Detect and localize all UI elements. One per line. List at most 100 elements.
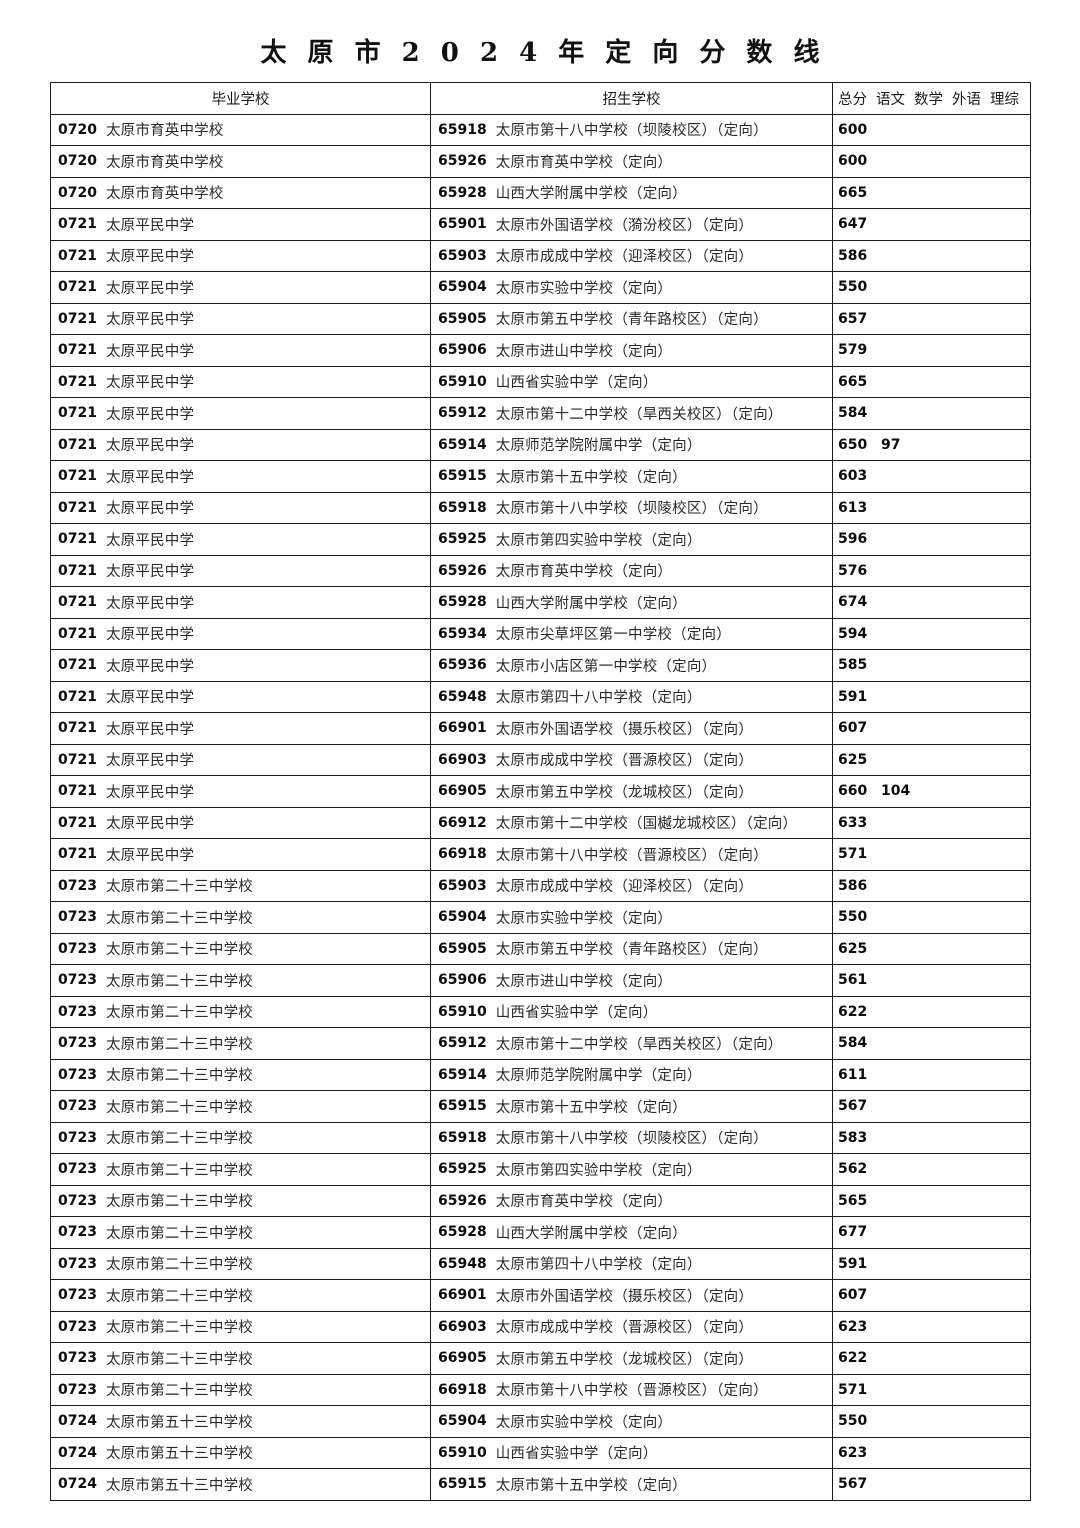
column-header-admitting-school: 招生学校 xyxy=(430,82,833,115)
admitting-school-code: 65903 xyxy=(438,247,487,264)
graduating-school-code: 0723 xyxy=(58,972,97,989)
score-values: 567 xyxy=(833,1091,1030,1122)
cell-scores: 625 xyxy=(832,932,1031,965)
cell-admitting-school: 65901 太原市外国语学校（漪汾校区）（定向） xyxy=(430,208,833,241)
score-value-0: 567 xyxy=(838,1098,868,1115)
admitting-school-content: 66903 太原市成成中学校（晋源校区）（定向） xyxy=(431,1312,832,1343)
cell-admitting-school: 65934 太原市尖草坪区第一中学校（定向） xyxy=(430,617,833,650)
score-values: 562 xyxy=(833,1154,1030,1185)
admitting-school-content: 65910 山西省实验中学（定向） xyxy=(431,997,832,1028)
cell-scores: 550 xyxy=(832,901,1031,934)
cell-admitting-school: 65903 太原市成成中学校（迎泽校区）（定向） xyxy=(430,239,833,272)
graduating-school-name: 太原市第五十三中学校 xyxy=(105,1446,253,1463)
cell-graduating-school: 0723 太原市第二十三中学校 xyxy=(50,1310,431,1343)
admitting-school-content: 65906 太原市进山中学校（定向） xyxy=(431,335,832,366)
admitting-school-code: 65910 xyxy=(438,1003,487,1020)
admitting-school-name: 太原市成成中学校（晋源校区）（定向） xyxy=(495,1320,754,1337)
score-values: 567 xyxy=(833,1469,1030,1500)
score-values: 660 104 xyxy=(833,776,1030,807)
score-value-0: 594 xyxy=(838,625,868,642)
cell-graduating-school: 0721 太原平民中学 xyxy=(50,239,431,272)
score-value-0: 611 xyxy=(838,1066,868,1083)
cell-scores: 623 xyxy=(832,1436,1031,1469)
cell-admitting-school: 65928 山西大学附属中学校（定向） xyxy=(430,176,833,209)
table-row: 0721 太原平民中学 65948 太原市第四十八中学校（定向） 591 xyxy=(50,680,1031,713)
admitting-school-name: 太原市第十八中学校（坝陵校区）（定向） xyxy=(495,123,768,140)
cell-admitting-school: 65928 山西大学附属中学校（定向） xyxy=(430,1216,833,1249)
score-value-0: 650 xyxy=(838,436,868,453)
cell-graduating-school: 0721 太原平民中学 xyxy=(50,208,431,241)
graduating-school-code: 0723 xyxy=(58,1224,97,1241)
score-values: 579 xyxy=(833,335,1030,366)
score-values: 647 xyxy=(833,209,1030,240)
admitting-school-code: 65915 xyxy=(438,1476,487,1493)
graduating-school-name: 太原平民中学 xyxy=(105,532,195,549)
graduating-school-code: 0721 xyxy=(58,373,97,390)
graduating-school-code: 0721 xyxy=(58,468,97,485)
cell-admitting-school: 65926 太原市育英中学校（定向） xyxy=(430,145,833,178)
table-row: 0721 太原平民中学 65918 太原市第十八中学校（坝陵校区）（定向） 613 xyxy=(50,491,1031,524)
table-row: 0723 太原市第二十三中学校 65903 太原市成成中学校（迎泽校区）（定向） 586 xyxy=(50,869,1031,902)
cell-admitting-school: 65904 太原市实验中学校（定向） xyxy=(430,901,833,934)
admitting-school-name: 太原市进山中学校（定向） xyxy=(495,973,673,990)
graduating-school-name: 太原市第二十三中学校 xyxy=(105,1005,253,1022)
score-values: 633 xyxy=(833,808,1030,839)
cell-scores: 591 xyxy=(832,680,1031,713)
cell-scores: 607 xyxy=(832,1279,1031,1312)
score-value-0: 562 xyxy=(838,1161,868,1178)
graduating-school-code: 0721 xyxy=(58,846,97,863)
score-values: 584 xyxy=(833,1028,1030,1059)
graduating-school-content: 0724 太原市第五十三中学校 xyxy=(51,1438,430,1469)
cell-graduating-school: 0721 太原平民中学 xyxy=(50,743,431,776)
graduating-school-code: 0723 xyxy=(58,1350,97,1367)
score-subject-label-2: 数学 xyxy=(914,91,943,108)
admitting-school-content: 65910 山西省实验中学（定向） xyxy=(431,367,832,398)
score-values: 613 xyxy=(833,493,1030,524)
header-row: 毕业学校 招生学校 总分 语文 数学 外语 理综 xyxy=(50,82,1031,115)
admitting-school-code: 65901 xyxy=(438,216,487,233)
graduating-school-content: 0721 太原平民中学 xyxy=(51,776,430,807)
admitting-school-code: 66901 xyxy=(438,1287,487,1304)
score-values: 584 xyxy=(833,398,1030,429)
score-values: 623 xyxy=(833,1312,1030,1343)
graduating-school-name: 太原平民中学 xyxy=(105,690,195,707)
admitting-school-code: 65918 xyxy=(438,1129,487,1146)
table-row: 0723 太原市第二十三中学校 66918 太原市第十八中学校（晋源校区）（定向） 57… xyxy=(50,1373,1031,1406)
graduating-school-content: 0721 太原平民中学 xyxy=(51,398,430,429)
score-value-0: 674 xyxy=(838,594,868,611)
score-value-0: 613 xyxy=(838,499,868,516)
admitting-school-content: 65904 太原市实验中学校（定向） xyxy=(431,272,832,303)
score-value-0: 550 xyxy=(838,1413,868,1430)
table-row: 0721 太原平民中学 65914 太原师范学院附属中学（定向） 650 97 xyxy=(50,428,1031,461)
score-values: 603 xyxy=(833,461,1030,492)
cell-scores: 657 xyxy=(832,302,1031,335)
graduating-school-content: 0723 太原市第二十三中学校 xyxy=(51,1123,430,1154)
graduating-school-name: 太原平民中学 xyxy=(105,217,195,234)
graduating-school-content: 0723 太原市第二十三中学校 xyxy=(51,1249,430,1280)
cell-graduating-school: 0720 太原市育英中学校 xyxy=(50,113,431,146)
admitting-school-content: 65918 太原市第十八中学校（坝陵校区）（定向） xyxy=(431,1123,832,1154)
graduating-school-code: 0723 xyxy=(58,877,97,894)
graduating-school-code: 0721 xyxy=(58,310,97,327)
cell-graduating-school: 0721 太原平民中学 xyxy=(50,523,431,556)
graduating-school-name: 太原平民中学 xyxy=(105,627,195,644)
graduating-school-content: 0724 太原市第五十三中学校 xyxy=(51,1406,430,1437)
cell-admitting-school: 66903 太原市成成中学校（晋源校区）（定向） xyxy=(430,1310,833,1343)
cell-graduating-school: 0723 太原市第二十三中学校 xyxy=(50,1027,431,1060)
graduating-school-content: 0720 太原市育英中学校 xyxy=(51,146,430,177)
table-row: 0720 太原市育英中学校 65928 山西大学附属中学校（定向） 665 xyxy=(50,176,1031,209)
graduating-school-name: 太原平民中学 xyxy=(105,595,195,612)
graduating-school-content: 0721 太原平民中学 xyxy=(51,241,430,272)
score-values: 596 xyxy=(833,524,1030,555)
score-value-0: 622 xyxy=(838,1003,868,1020)
admitting-school-content: 65948 太原市第四十八中学校（定向） xyxy=(431,682,832,713)
cell-graduating-school: 0724 太原市第五十三中学校 xyxy=(50,1468,431,1501)
admitting-school-content: 66912 太原市第十二中学校（国樾龙城校区）（定向） xyxy=(431,808,832,839)
admitting-school-code: 65936 xyxy=(438,657,487,674)
score-values: 571 xyxy=(833,1375,1030,1406)
cell-admitting-school: 65912 太原市第十二中学校（旱西关校区）（定向） xyxy=(430,1027,833,1060)
cell-admitting-school: 66901 太原市外国语学校（摄乐校区）（定向） xyxy=(430,1279,833,1312)
cell-scores: 674 xyxy=(832,586,1031,619)
admitting-school-name: 太原市第十五中学校（定向） xyxy=(495,1477,687,1494)
score-value-0: 586 xyxy=(838,877,868,894)
